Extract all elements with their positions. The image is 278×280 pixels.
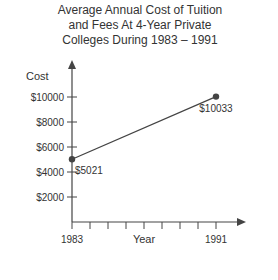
- y-tick-label: $4000: [36, 167, 64, 178]
- line: [72, 97, 216, 160]
- x-minor-tick: [198, 222, 199, 229]
- y-axis: [71, 66, 72, 222]
- title-line: and Fees At 4-Year Private: [69, 18, 212, 32]
- x-axis-arrow: [237, 218, 246, 226]
- chart: Average Annual Cost of Tuitionand Fees A…: [0, 0, 278, 280]
- y-tick: [67, 97, 77, 98]
- y-tick: [67, 122, 77, 123]
- data-label: $10033: [199, 103, 233, 114]
- y-tick: [67, 147, 77, 148]
- point: [69, 156, 75, 162]
- title-line: Colleges During 1983 – 1991: [62, 33, 218, 47]
- x-minor-tick: [180, 222, 181, 229]
- x-tick-label: 1991: [205, 234, 228, 245]
- y-tick-label: $2000: [36, 192, 64, 203]
- x-minor-tick: [108, 222, 109, 229]
- title: Average Annual Cost of Tuitionand Fees A…: [58, 3, 223, 47]
- x-minor-tick: [162, 222, 163, 229]
- y-tick-label: $10000: [31, 92, 65, 103]
- y-tick: [67, 197, 77, 198]
- x-axis: [72, 221, 240, 222]
- x-tick-label: 1983: [61, 234, 84, 245]
- x-tick: [72, 222, 73, 229]
- x-minor-tick: [90, 222, 91, 229]
- point: [213, 93, 219, 99]
- y-tick-label: $8000: [36, 117, 64, 128]
- y-axis-label: Cost: [26, 70, 49, 82]
- x-axis-label: Year: [133, 233, 156, 245]
- y-tick-label: $6000: [36, 142, 64, 153]
- y-axis-arrow: [68, 60, 76, 69]
- data-label: $5021: [75, 165, 103, 176]
- x-minor-tick: [126, 222, 127, 229]
- x-minor-tick: [144, 222, 145, 229]
- plot-area: [69, 93, 219, 162]
- x-tick: [216, 222, 217, 229]
- title-line: Average Annual Cost of Tuition: [58, 3, 223, 17]
